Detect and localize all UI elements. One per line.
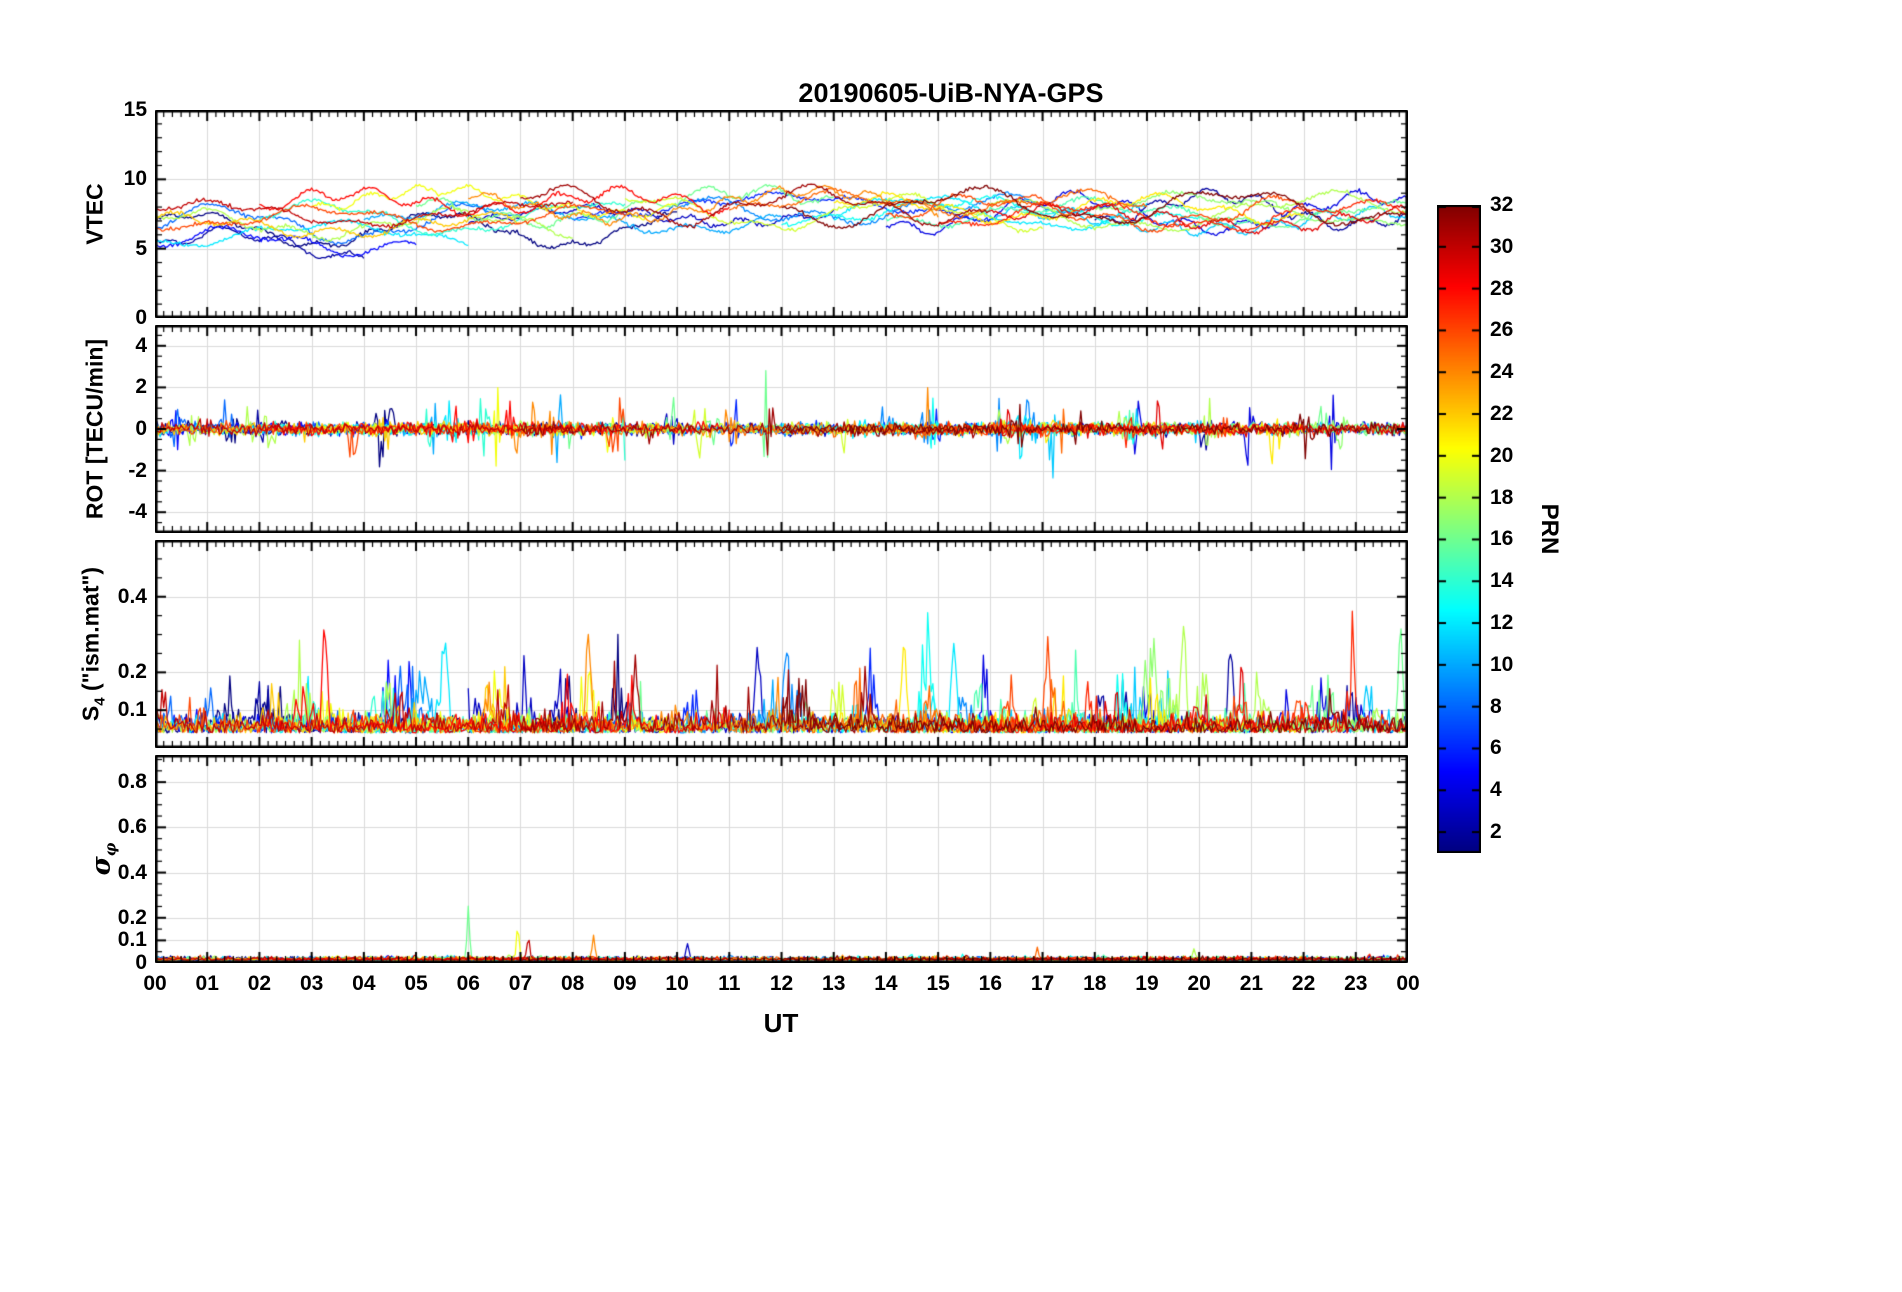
prn-colorbar: [1437, 205, 1481, 853]
colorbar-tick-label: 14: [1490, 569, 1514, 593]
x-tick-label: 17: [1030, 972, 1055, 995]
figure-title: 20190605-UiB-NYA-GPS: [798, 78, 1104, 108]
y-tick-label: 10: [123, 167, 147, 191]
y-tick-label: 0.6: [117, 815, 147, 839]
colorbar-tick-label: 6: [1490, 736, 1502, 760]
y-tick-label: 0.2: [117, 905, 147, 929]
sigma-phi-ylabel: σφ: [86, 842, 120, 876]
colorbar-tick-label: 4: [1490, 778, 1502, 802]
x-tick-label: 09: [613, 972, 637, 995]
y-tick-label: 2: [135, 375, 147, 399]
x-axis-label: UT: [763, 1008, 799, 1038]
y-tick-label: 4: [135, 333, 147, 357]
x-tick-label: 05: [404, 972, 428, 995]
colorbar-tick-label: 20: [1490, 443, 1514, 467]
x-tick-label: 15: [926, 972, 950, 995]
x-tick-label: 06: [456, 972, 480, 995]
s4-ylabel: S4 ("ism.mat"): [77, 566, 109, 722]
x-tick-label: 07: [508, 972, 533, 995]
colorbar-tick-label: 28: [1490, 276, 1514, 300]
y-tick-label: -4: [128, 500, 147, 524]
x-tick-label: 01: [195, 972, 219, 995]
y-tick-label: 0: [135, 417, 147, 440]
colorbar-tick-label: 32: [1490, 193, 1514, 216]
x-tick-label: 13: [822, 972, 846, 995]
x-tick-label: 02: [247, 972, 272, 995]
colorbar-tick-label: 24: [1490, 360, 1514, 384]
x-tick-label: 16: [978, 972, 1003, 995]
x-tick-label: 18: [1083, 972, 1107, 995]
vtec-ylabel: VTEC: [81, 183, 108, 245]
x-tick-label: 03: [299, 972, 324, 995]
colorbar-tick-label: 8: [1490, 694, 1502, 718]
y-tick-label: 0.1: [117, 928, 147, 952]
x-tick-label: 22: [1291, 972, 1316, 995]
x-tick-label: 23: [1344, 972, 1368, 995]
x-tick-label: 10: [665, 972, 689, 995]
y-tick-label: 5: [135, 236, 147, 260]
x-tick-label: 00: [1396, 972, 1420, 995]
s4-plot: [155, 540, 1408, 748]
y-tick-label: 0.4: [117, 860, 147, 884]
vtec-plot: [155, 110, 1408, 318]
y-tick-label: 0.4: [117, 584, 147, 608]
x-tick-label: 04: [352, 972, 376, 995]
colorbar-tick-label: 22: [1490, 402, 1514, 426]
y-tick-label: 0.2: [117, 660, 147, 684]
y-tick-label: 15: [123, 98, 147, 121]
colorbar-label: PRN: [1536, 503, 1563, 555]
colorbar-tick-label: 18: [1490, 485, 1514, 509]
x-tick-label: 00: [143, 972, 167, 995]
y-tick-label: 0: [135, 306, 147, 329]
x-tick-label: 21: [1239, 972, 1264, 995]
colorbar-tick-label: 10: [1490, 652, 1514, 676]
colorbar-tick-label: 30: [1490, 234, 1514, 258]
x-tick-label: 08: [560, 972, 585, 995]
colorbar-tick-label: 26: [1490, 318, 1514, 342]
x-tick-label: 12: [769, 972, 794, 995]
y-tick-label: -2: [128, 458, 147, 482]
colorbar-tick-label: 12: [1490, 611, 1514, 635]
sigma-phi-plot: [155, 755, 1408, 963]
y-tick-label: 0: [135, 951, 147, 974]
rot-plot: [155, 325, 1408, 533]
colorbar-tick-label: 16: [1490, 527, 1514, 551]
x-tick-label: 11: [718, 972, 741, 995]
x-tick-label: 19: [1135, 972, 1159, 995]
rot-ylabel: ROT [TECU/min]: [81, 338, 108, 520]
x-tick-label: 20: [1187, 972, 1211, 995]
colorbar-tick-label: 2: [1490, 820, 1502, 844]
y-tick-label: 0.1: [117, 698, 147, 722]
x-tick-label: 14: [874, 972, 898, 995]
y-tick-label: 0.8: [117, 770, 147, 794]
